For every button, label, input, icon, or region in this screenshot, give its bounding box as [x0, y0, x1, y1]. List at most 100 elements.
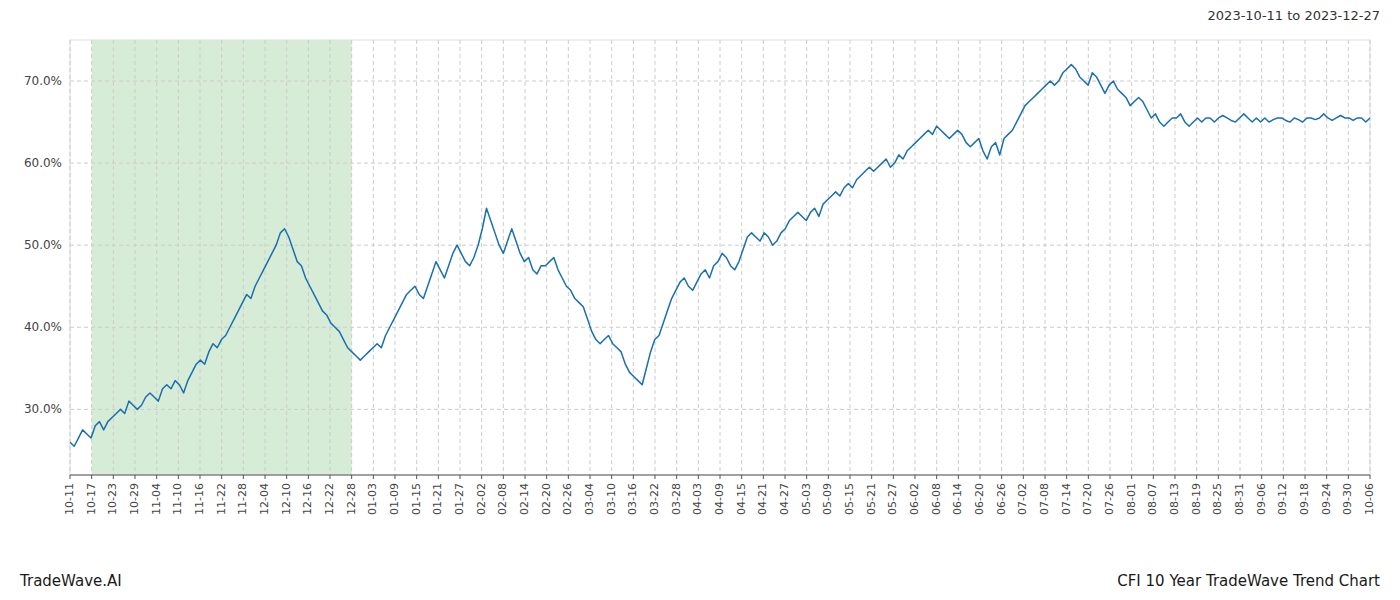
x-tick-label: 06-26 — [995, 483, 1008, 515]
x-tick-label: 12-04 — [258, 483, 271, 515]
x-grid-line — [1283, 40, 1284, 475]
x-tick-label: 12-16 — [301, 483, 314, 515]
x-grid-line — [655, 40, 656, 475]
x-tick-label: 07-02 — [1016, 483, 1029, 515]
x-grid-line — [221, 40, 222, 475]
x-grid-line — [351, 40, 352, 475]
x-grid-line — [850, 40, 851, 475]
x-tick-label: 04-15 — [735, 483, 748, 515]
x-grid-line — [1066, 40, 1067, 475]
x-tick-label: 11-16 — [193, 483, 206, 515]
annotation: TradeWave.AI — [19, 572, 122, 590]
chart: 30.0% 40.0% 50.0% 60.0% 70.0% 10-11 10-17 10-23… — [0, 0, 1400, 600]
x-tick-label: 06-20 — [973, 483, 986, 515]
x-grid-line — [936, 40, 937, 475]
subtitle: 2023-10-11 to 2023-12-27 — [1208, 8, 1380, 23]
x-tick-label: 07-08 — [1038, 483, 1051, 515]
x-grid-line — [1240, 40, 1241, 475]
x-grid-line — [568, 40, 569, 475]
x-grid-line — [1348, 40, 1349, 475]
x-tick-label: 09-24 — [1320, 483, 1333, 515]
x-grid-line — [438, 40, 439, 475]
x-tick-label: 10-11 — [63, 483, 76, 515]
x-tick-label: 02-20 — [540, 483, 553, 515]
x-grid-line — [828, 40, 829, 475]
x-tick-label: 10-29 — [128, 483, 141, 515]
x-grid-line — [633, 40, 634, 475]
y-tick-label: 40.0% — [24, 320, 62, 334]
shaded-span — [92, 40, 352, 475]
x-tick-label: 02-08 — [496, 483, 509, 515]
x-tick-label: 09-30 — [1341, 483, 1354, 515]
x-grid-line — [1326, 40, 1327, 475]
x-grid-line — [135, 40, 136, 475]
x-grid-line — [893, 40, 894, 475]
x-tick-label: 10-23 — [106, 483, 119, 515]
x-grid-line — [1110, 40, 1111, 475]
x-tick-label: 11-10 — [171, 483, 184, 515]
x-tick-label: 08-13 — [1168, 483, 1181, 515]
x-tick-label: 08-25 — [1211, 483, 1224, 515]
x-tick-label: 02-26 — [561, 483, 574, 515]
y-tick-label: 60.0% — [24, 156, 62, 170]
x-grid-line — [958, 40, 959, 475]
x-grid-line — [1305, 40, 1306, 475]
x-grid-line — [286, 40, 287, 475]
x-tick-label: 05-15 — [843, 483, 856, 515]
x-grid-line — [1370, 40, 1371, 475]
y-tick-label: 30.0% — [24, 402, 62, 416]
y-tick-label: 50.0% — [24, 238, 62, 252]
x-axis-line — [70, 474, 1370, 475]
x-tick-label: 07-26 — [1103, 483, 1116, 515]
trend-line — [70, 65, 1370, 447]
x-tick-label: 10-17 — [85, 483, 98, 515]
plot-frame — [70, 40, 1370, 475]
x-tick-label: 03-22 — [648, 483, 661, 515]
x-grid-line — [503, 40, 504, 475]
x-tick-label: 03-16 — [626, 483, 639, 515]
x-tick-label: 03-28 — [670, 483, 683, 515]
grid — [70, 40, 1370, 475]
x-grid-line — [1088, 40, 1089, 475]
x-tick-label: 08-01 — [1125, 483, 1138, 515]
x-tick-label: 07-20 — [1081, 483, 1094, 515]
x-grid-line — [481, 40, 482, 475]
x-grid-line — [1045, 40, 1046, 475]
x-tick-label: 08-31 — [1233, 483, 1246, 515]
x-tick-label: 06-08 — [930, 483, 943, 515]
x-tick-label: 08-07 — [1146, 483, 1159, 515]
x-tick-label: 12-10 — [280, 483, 293, 515]
x-tick-label: 01-21 — [431, 483, 444, 515]
x-tick-label: 04-09 — [713, 483, 726, 515]
y-tick-label: 70.0% — [24, 74, 62, 88]
x-grid-line — [915, 40, 916, 475]
x-grid-line — [1153, 40, 1154, 475]
x-tick-label: 05-09 — [821, 483, 834, 515]
x-grid-line — [676, 40, 677, 475]
x-tick-label: 11-22 — [215, 483, 228, 515]
x-tick-label: 12-28 — [345, 483, 358, 515]
x-tick-label: 04-21 — [756, 483, 769, 515]
x-grid-line — [156, 40, 157, 475]
x-grid-line — [871, 40, 872, 475]
x-tick-label: 06-14 — [951, 483, 964, 515]
x-tick-label: 01-03 — [366, 483, 379, 515]
x-grid-line — [395, 40, 396, 475]
x-grid-line — [806, 40, 807, 475]
x-tick-label: 02-02 — [475, 483, 488, 515]
axes: 30.0% 40.0% 50.0% 60.0% 70.0% 10-11 10-17 10-23… — [24, 74, 1376, 515]
x-grid-line — [70, 40, 71, 475]
x-grid-line — [330, 40, 331, 475]
x-grid-line — [91, 40, 92, 475]
x-tick-label: 05-21 — [865, 483, 878, 515]
x-tick-label: 09-06 — [1255, 483, 1268, 515]
x-tick-label: 09-18 — [1298, 483, 1311, 515]
x-grid-line — [416, 40, 417, 475]
x-tick-label: 01-09 — [388, 483, 401, 515]
x-tick-label: 04-03 — [691, 483, 704, 515]
y-grid-line — [70, 81, 1370, 82]
x-grid-line — [243, 40, 244, 475]
x-tick-label: 04-27 — [778, 483, 791, 515]
x-grid-line — [763, 40, 764, 475]
x-grid-line — [1175, 40, 1176, 475]
